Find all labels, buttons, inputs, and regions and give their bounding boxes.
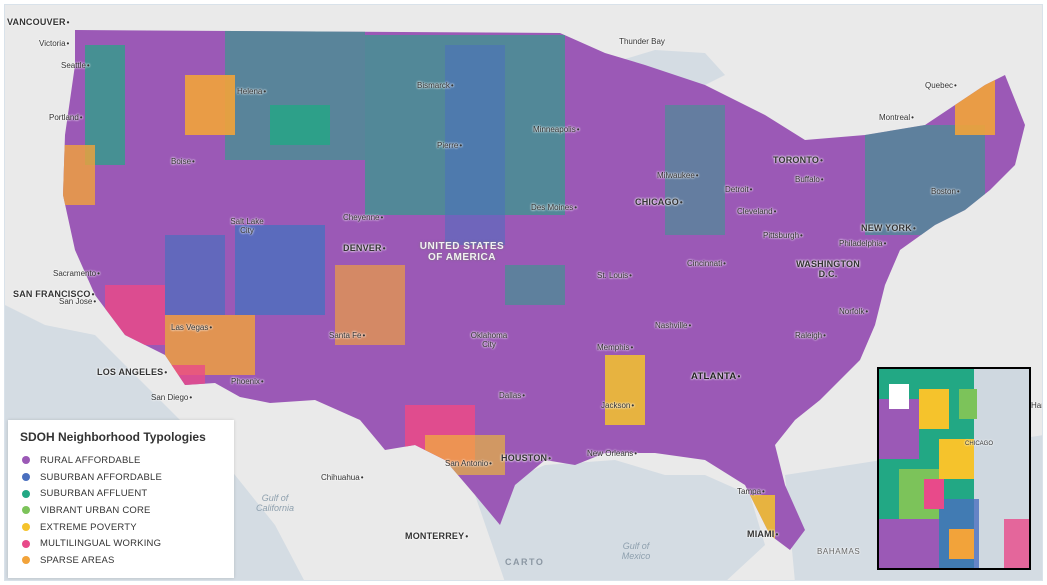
water-label: Gulf of California — [255, 493, 295, 513]
city-label: Bismarck — [417, 81, 454, 90]
legend-label: SUBURBAN AFFORDABLE — [40, 471, 163, 483]
city-label: Buffalo — [795, 175, 824, 184]
city-label: Dallas — [499, 391, 525, 400]
city-label: CHICAGO — [635, 197, 683, 207]
legend-swatch — [22, 556, 30, 565]
city-label: Sacramento — [53, 269, 100, 278]
city-label: WASHINGTON D.C. — [796, 259, 860, 279]
city-label: Las Vegas — [171, 323, 212, 332]
legend-swatch — [22, 523, 30, 532]
city-label: Oklahoma City — [470, 331, 508, 349]
legend-item: RURAL AFFORDABLE — [20, 452, 222, 469]
city-label: HOUSTON — [501, 453, 551, 463]
city-label: Phoenix — [231, 377, 264, 386]
country-label: UNITED STATES OF AMERICA — [419, 241, 505, 263]
legend-label: VIBRANT URBAN CORE — [40, 504, 151, 516]
city-label: Salt Lake City — [230, 217, 264, 235]
legend-item: MULTILINGUAL WORKING — [20, 535, 222, 552]
legend-swatch — [22, 506, 30, 515]
city-label: Pittsburgh — [763, 231, 803, 240]
city-label: Raleigh — [795, 331, 826, 340]
city-label: San Diego — [151, 393, 192, 402]
inset-map[interactable]: CHICAGO — [877, 367, 1031, 570]
legend-item: SUBURBAN AFFLUENT — [20, 485, 222, 502]
city-label: Thunder Bay — [619, 37, 665, 46]
map-legend: SDOH Neighborhood Typologies RURAL AFFOR… — [8, 420, 234, 578]
legend-item: SUBURBAN AFFORDABLE — [20, 469, 222, 486]
legend-label: EXTREME POVERTY — [40, 521, 137, 533]
city-label: MONTERREY — [405, 531, 468, 541]
city-label: Santa Fe — [329, 331, 365, 340]
city-label: Philadelphia — [839, 239, 886, 248]
city-label: TORONTO — [773, 155, 823, 165]
legend-label: SPARSE AREAS — [40, 554, 115, 566]
city-label: DENVER — [343, 243, 386, 253]
city-label: Helena — [237, 87, 266, 96]
legend-items: RURAL AFFORDABLE SUBURBAN AFFORDABLE SUB… — [20, 452, 222, 569]
city-label: Cleveland — [737, 207, 776, 216]
city-label: BAHAMAS — [817, 547, 861, 556]
city-label: ATLANTA — [691, 371, 741, 382]
city-label: St. Louis — [597, 271, 632, 280]
city-label: Cheyenne — [343, 213, 383, 222]
legend-title: SDOH Neighborhood Typologies — [20, 430, 206, 444]
legend-label: MULTILINGUAL WORKING — [40, 538, 162, 550]
city-label: Chihuahua — [321, 473, 364, 482]
city-label: Quebec — [925, 81, 957, 90]
city-label: Norfolk — [839, 307, 868, 316]
city-label: San Antonio — [445, 459, 492, 468]
city-label: Jackson — [601, 401, 634, 410]
city-label: Memphis — [597, 343, 633, 352]
city-label: Victoria — [39, 39, 69, 48]
legend-item: EXTREME POVERTY — [20, 519, 222, 536]
city-label: Boise — [171, 157, 195, 166]
legend-item: VIBRANT URBAN CORE — [20, 502, 222, 519]
legend-label: SUBURBAN AFFLUENT — [40, 488, 148, 500]
city-label: Pierre — [437, 141, 462, 150]
legend-swatch — [22, 489, 30, 498]
city-label: Montreal — [879, 113, 914, 122]
legend-swatch — [22, 539, 30, 548]
city-label: NEW YORK — [861, 223, 916, 233]
city-label: Tampa — [737, 487, 765, 496]
city-label: LOS ANGELES — [97, 367, 167, 377]
city-label: New Orleans — [587, 449, 637, 458]
legend-item: SPARSE AREAS — [20, 552, 222, 569]
city-label: Milwaukee — [657, 171, 699, 180]
city-label: Seattle — [61, 61, 90, 70]
city-label: Cincinnati — [687, 259, 726, 268]
city-label: MIAMI — [747, 529, 779, 539]
legend-swatch — [22, 456, 30, 465]
city-label: Portland — [49, 113, 83, 122]
city-label: San Jose — [59, 297, 96, 306]
city-label: SAN FRANCISCO — [13, 289, 95, 299]
legend-label: RURAL AFFORDABLE — [40, 454, 141, 466]
map-attribution: CARTO — [505, 557, 545, 567]
city-label: Detroit — [725, 185, 752, 194]
inset-choropleth — [879, 369, 1029, 568]
city-label: Des Moines — [531, 203, 577, 212]
city-label: Nashville — [655, 321, 691, 330]
city-label: VANCOUVER — [7, 17, 70, 27]
city-label: Minneapolis — [533, 125, 580, 134]
legend-swatch — [22, 473, 30, 482]
city-label: Boston — [931, 187, 960, 196]
water-label: Gulf of Mexico — [621, 541, 651, 561]
inset-city-label: CHICAGO — [965, 441, 994, 447]
city-label: Ham — [1031, 401, 1042, 410]
